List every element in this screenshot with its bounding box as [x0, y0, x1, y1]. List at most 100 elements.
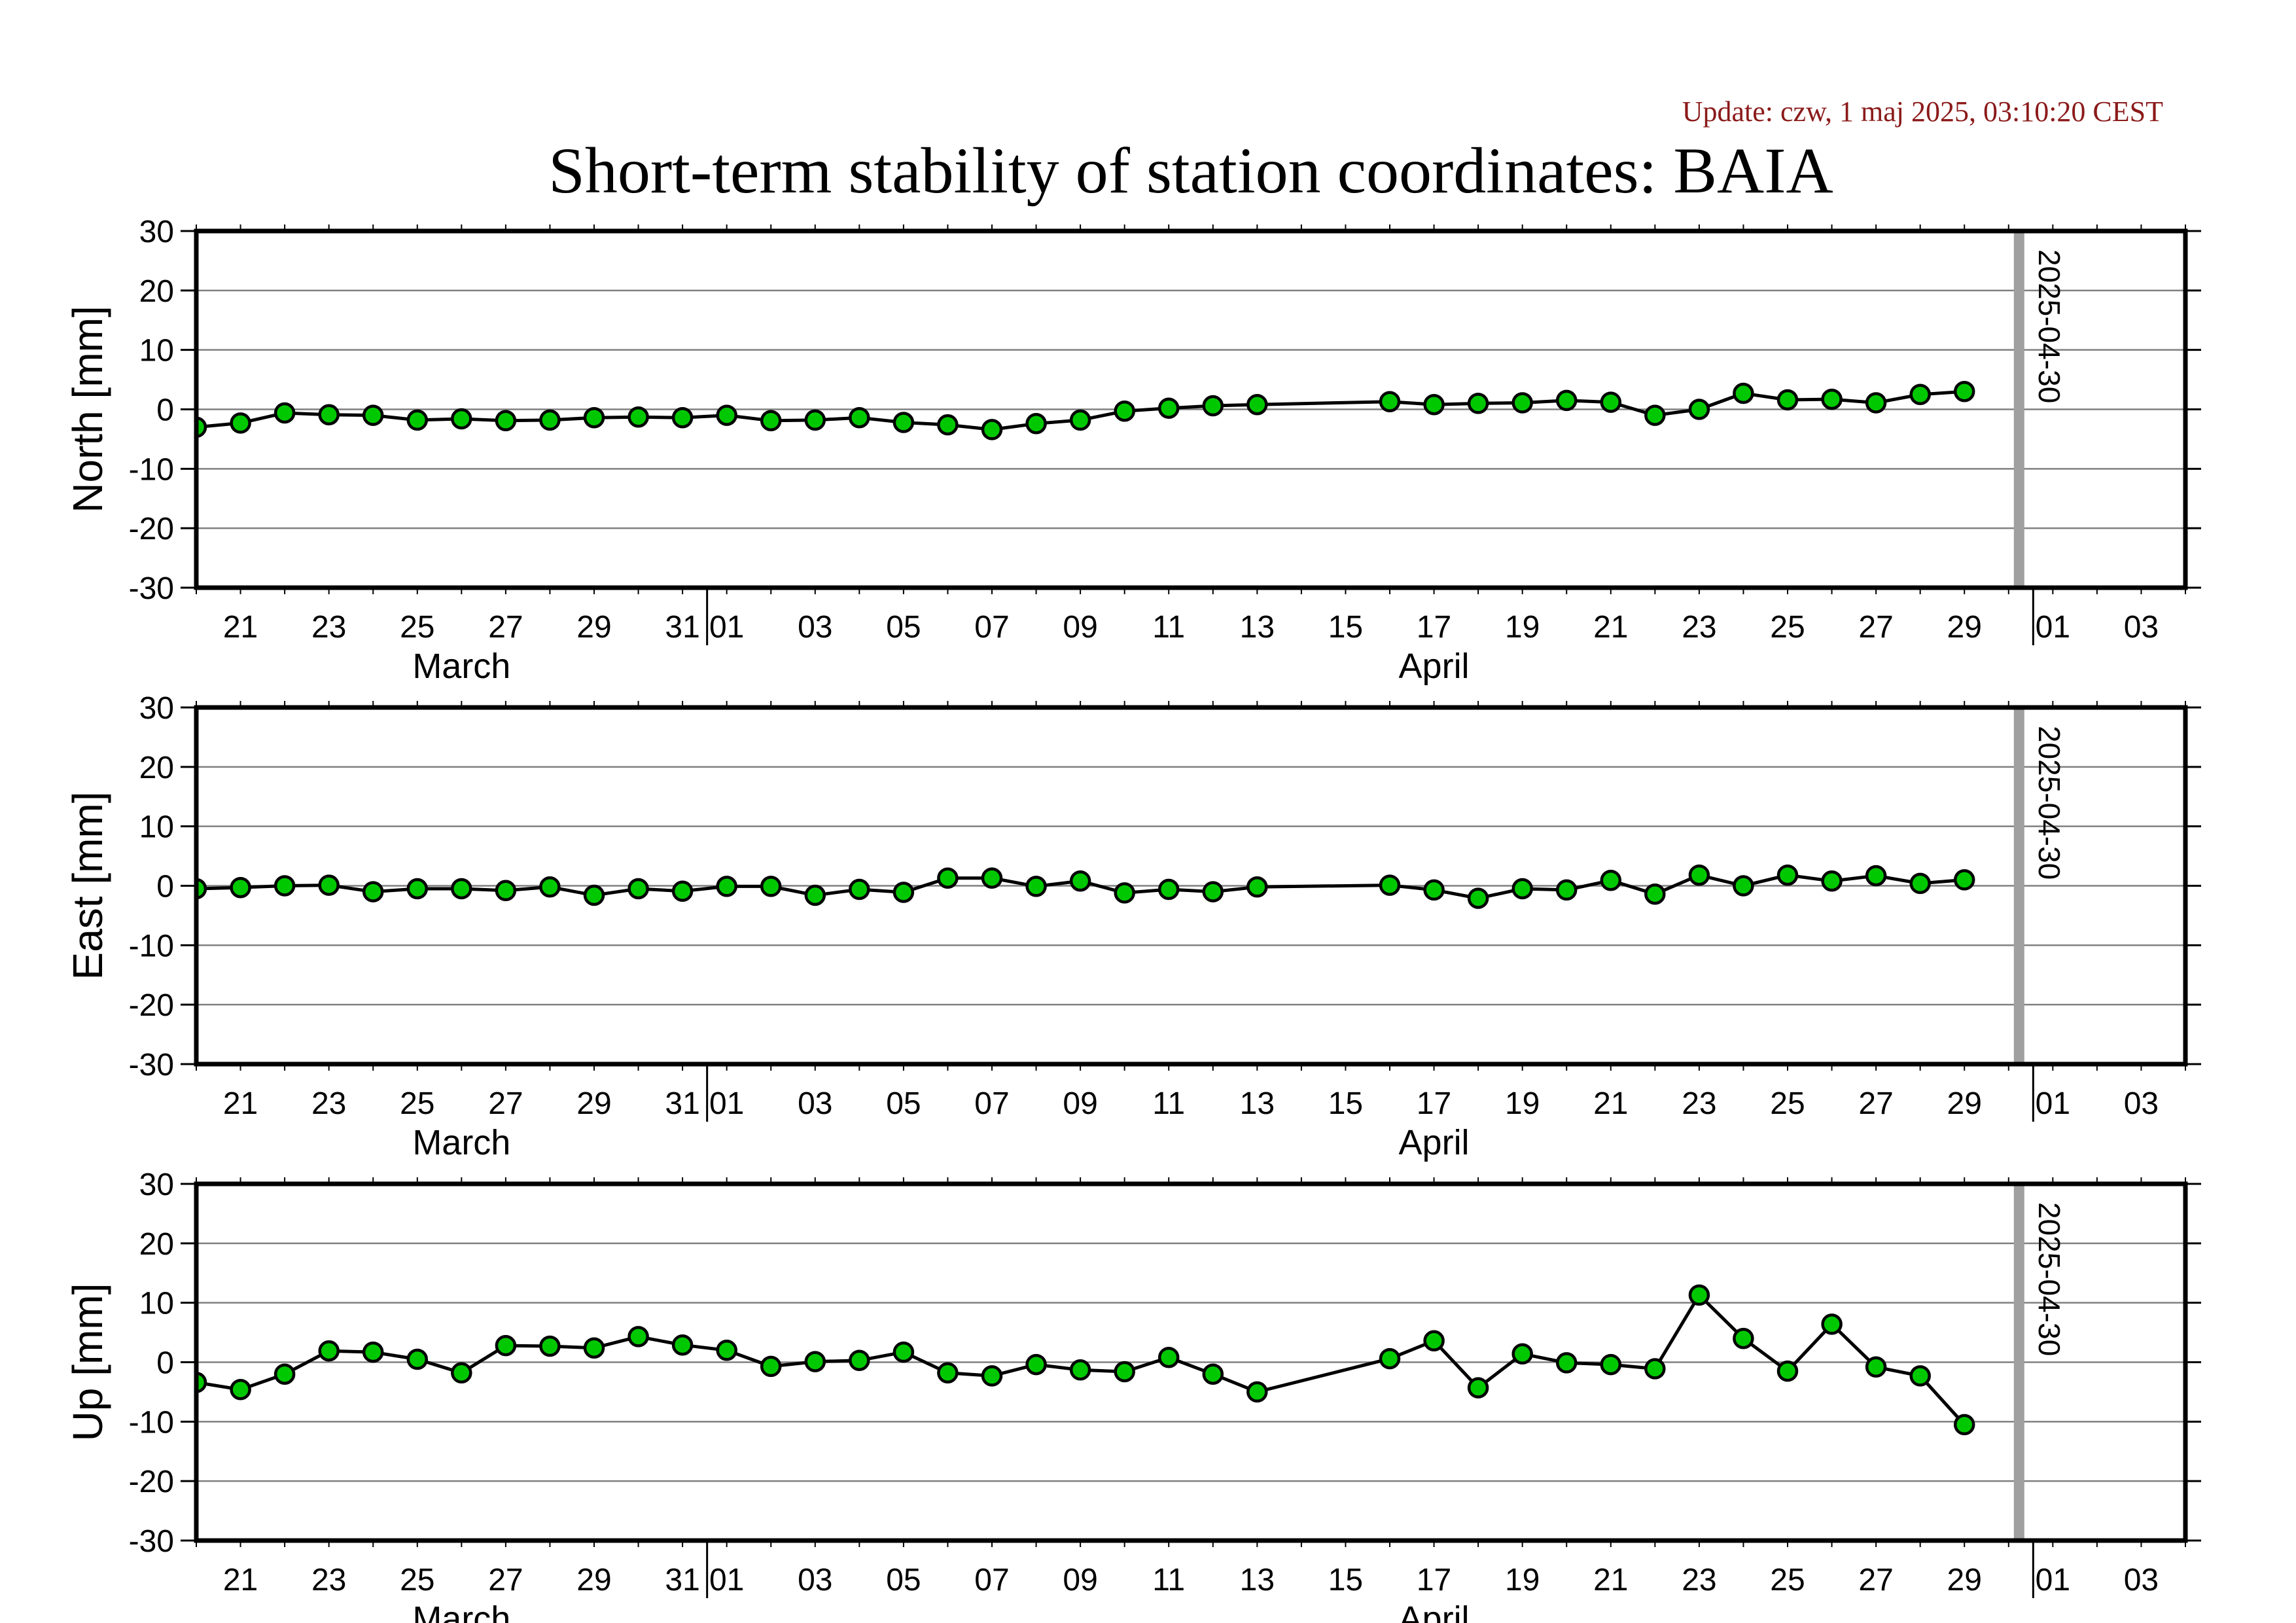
x-tick-label: 23 — [311, 1086, 346, 1121]
x-tick-label: 23 — [311, 610, 346, 645]
data-point — [1953, 869, 1975, 891]
data-point — [627, 1326, 649, 1347]
data-point — [451, 1362, 472, 1384]
y-tick-label: -30 — [129, 571, 174, 606]
data-point — [1600, 870, 1622, 891]
data-point — [1821, 870, 1843, 892]
x-tick-label: 07 — [974, 1563, 1009, 1597]
x-tick-label: 19 — [1505, 610, 1540, 645]
x-tick-label: 29 — [1947, 1563, 1982, 1597]
update-timestamp: Update: czw, 1 maj 2025, 03:10:20 CEST — [1682, 96, 2163, 128]
data-point — [1733, 875, 1754, 897]
x-tick-label: 27 — [488, 1563, 523, 1597]
data-point — [1600, 1353, 1622, 1376]
x-tick-label: 15 — [1328, 610, 1363, 645]
data-point — [1025, 1353, 1047, 1376]
data-point — [451, 408, 472, 430]
data-point — [671, 1334, 694, 1356]
data-point — [627, 878, 649, 900]
y-tick-label: -20 — [129, 1465, 174, 1499]
x-tick-label: 11 — [1152, 1086, 1185, 1121]
data-point — [1909, 872, 1931, 895]
x-tick-label: 25 — [1770, 1086, 1805, 1121]
x-tick-label: 23 — [1682, 610, 1716, 645]
data-point — [274, 402, 296, 424]
data-point — [892, 882, 915, 903]
marker-label: 2025-04-30 — [2032, 726, 2066, 880]
plot-frame — [194, 1181, 2188, 1543]
data-point — [230, 876, 251, 899]
x-tick-label: 03 — [2124, 1563, 2159, 1597]
data-point — [1202, 881, 1224, 902]
x-tick-label: 03 — [2124, 610, 2159, 645]
x-tick-label: 01 — [2036, 1086, 2070, 1121]
data-point — [495, 1334, 517, 1357]
data-point — [230, 1379, 251, 1400]
x-tick-label: 31 — [665, 610, 699, 645]
data-point — [1821, 1313, 1843, 1335]
marker-label: 2025-04-30 — [2032, 1202, 2066, 1356]
y-tick-label: 10 — [139, 1287, 174, 1321]
data-point — [849, 878, 870, 901]
data-point — [627, 406, 649, 428]
x-tick-label: 21 — [1593, 1563, 1628, 1597]
x-tick-label: 27 — [1858, 1563, 1893, 1597]
y-tick-label: 0 — [156, 870, 174, 904]
month-label: April — [1399, 647, 1470, 686]
x-tick-label: 13 — [1240, 610, 1275, 645]
x-tick-label: 17 — [1417, 1563, 1451, 1597]
data-point — [1025, 413, 1047, 435]
x-tick-label: 03 — [798, 1563, 832, 1597]
month-label: March — [412, 647, 510, 686]
data-point — [362, 881, 384, 902]
data-point — [1555, 1352, 1578, 1374]
marker-label: 2025-04-30 — [2032, 249, 2066, 403]
x-tick-label: 11 — [1152, 1563, 1185, 1597]
month-label: April — [1399, 1123, 1470, 1162]
data-point — [539, 876, 561, 898]
data-point — [671, 406, 694, 429]
data-point — [981, 419, 1003, 440]
data-point — [1511, 1343, 1533, 1365]
series-2 — [196, 1284, 1975, 1436]
y-tick-label: 30 — [139, 691, 174, 726]
x-tick-label: 07 — [974, 610, 1009, 645]
chart-title: Short-term stability of station coordina… — [548, 134, 1833, 207]
data-point — [716, 876, 737, 897]
y-axis-label: Up [mm] — [64, 1283, 111, 1442]
data-point — [1467, 393, 1489, 414]
x-tick-label: 01 — [709, 1086, 744, 1121]
data-point — [1423, 879, 1445, 901]
x-tick-label: 15 — [1328, 1086, 1363, 1121]
x-tick-label: 09 — [1063, 1086, 1097, 1121]
data-point — [406, 878, 429, 900]
x-tick-label: 07 — [974, 1086, 1009, 1121]
x-tick-label: 05 — [886, 1563, 921, 1597]
y-tick-label: 10 — [139, 810, 174, 845]
data-point — [937, 1362, 959, 1384]
data-point — [318, 1340, 340, 1362]
x-tick-label: 01 — [709, 1563, 744, 1597]
data-point — [671, 880, 694, 902]
data-point — [1423, 1330, 1445, 1352]
data-point — [1114, 400, 1135, 422]
data-point — [318, 874, 340, 896]
data-point — [495, 880, 517, 902]
y-tick-label: 20 — [139, 751, 174, 785]
data-point — [1069, 870, 1091, 892]
data-point — [583, 884, 605, 906]
panel-2: 30 20 10 0 -10 -20 -30 21 23 25 27 29 31 01 03 05 07 09 11… — [64, 1168, 2201, 1623]
data-point — [1555, 879, 1578, 901]
x-tick-label: 13 — [1240, 1086, 1275, 1121]
x-tick-label: 01 — [2036, 1563, 2070, 1597]
data-point — [1202, 1363, 1224, 1385]
month-label: April — [1399, 1599, 1470, 1623]
data-point — [1157, 397, 1180, 419]
data-point — [1025, 876, 1047, 897]
panels: 30 20 10 0 -10 -20 -30 21 23 25 27 29 31 01 03 05 07 09 11… — [64, 215, 2201, 1623]
data-point — [583, 406, 605, 429]
x-tick-label: 27 — [1858, 1086, 1893, 1121]
data-point — [406, 1348, 429, 1370]
x-tick-label: 01 — [709, 610, 744, 645]
data-point — [1909, 383, 1931, 406]
